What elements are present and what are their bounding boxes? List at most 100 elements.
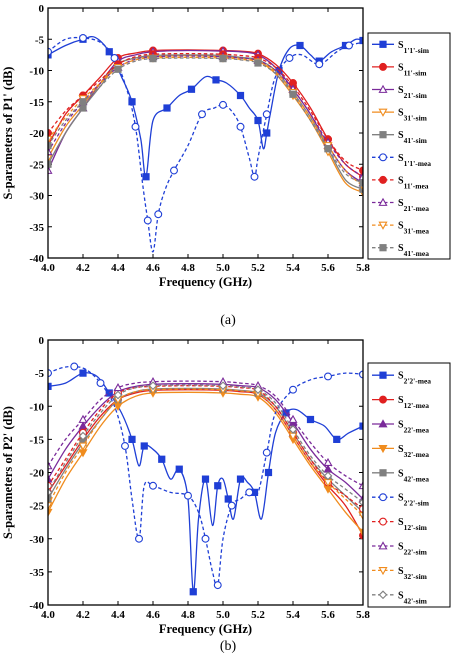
series-marker-0-5 (79, 34, 87, 42)
y-tick-label: -40 (29, 600, 44, 612)
series-marker-0-5 (285, 54, 294, 62)
series-marker-0-3 (48, 154, 53, 163)
x-axis-label: Frequency (GHz) (159, 275, 252, 289)
legend-swatch-marker (379, 244, 387, 252)
legend-swatch-marker (378, 541, 388, 550)
x-tick-label: 5.0 (216, 262, 230, 274)
x-axis-label: Frequency (GHz) (159, 622, 252, 636)
series-marker-1-5 (96, 379, 105, 388)
x-tick-label: 4.0 (41, 262, 55, 274)
plot-frame (47, 7, 364, 259)
y-tick-label: -15 (29, 97, 44, 109)
x-tick-label: 5.0 (216, 609, 230, 621)
series-marker-1-5 (245, 488, 254, 497)
legend-swatch-marker (379, 175, 387, 184)
x-tick-label: 4.4 (111, 609, 125, 621)
series-marker-1-9 (48, 487, 53, 497)
series-marker-0-5 (262, 110, 271, 119)
legend-label: S41'-sim (398, 130, 428, 145)
series-marker-0-7 (48, 147, 53, 156)
caption-b: (b) (220, 639, 237, 654)
legend-label: S12'-sim (398, 517, 428, 532)
series-marker-0-0 (263, 129, 271, 137)
series-marker-0-9 (149, 55, 157, 63)
series-marker-0-0 (359, 36, 363, 45)
series-marker-0-5 (154, 210, 163, 219)
series-marker-1-9 (148, 381, 158, 391)
series-marker-1-0 (306, 415, 315, 424)
series-marker-0-5 (198, 110, 206, 119)
y-axis-label: S-parameters of P1' (dB) (1, 67, 15, 200)
y-tick-label: -10 (29, 66, 44, 78)
series-marker-1-5 (135, 534, 143, 543)
series-marker-0-0 (105, 48, 113, 56)
series-marker-0-4 (79, 104, 87, 112)
series-marker-1-9 (288, 425, 298, 434)
legend-swatch-marker (378, 108, 388, 117)
series-marker-1-0 (48, 382, 52, 390)
series-line-1-9 (48, 384, 363, 503)
legend-swatch-marker (378, 444, 388, 454)
series-line-0-6 (48, 52, 363, 172)
legend-label: S41'-mea (398, 243, 429, 258)
series-marker-1-0 (158, 455, 166, 463)
series-marker-1-9 (358, 497, 363, 507)
y-tick-label: -35 (29, 222, 44, 234)
series-marker-1-7 (113, 382, 123, 392)
series-marker-1-5 (324, 372, 332, 381)
y-tick-label: -25 (29, 501, 44, 513)
series-marker-1-5 (227, 501, 236, 510)
series-marker-0-5 (219, 100, 227, 109)
y-tick-label: -5 (35, 34, 45, 46)
series-marker-1-0 (264, 468, 273, 477)
x-tick-label: 5.6 (321, 262, 335, 274)
legend-label: S31'-sim (398, 108, 428, 123)
series-line-1-8 (48, 388, 363, 517)
y-tick-label: -10 (29, 401, 44, 413)
series-marker-1-0 (201, 475, 210, 483)
series-marker-1-0 (333, 435, 341, 443)
y-tick-label: -15 (29, 434, 44, 446)
legend-box (367, 32, 451, 260)
x-tick-label: 4.6 (146, 262, 160, 274)
legend-label: S22'-sim (398, 542, 428, 557)
legend-swatch-marker (378, 221, 388, 230)
series-marker-0-5 (250, 172, 259, 181)
series-marker-0-9 (324, 145, 332, 153)
plot-frame (47, 339, 364, 606)
x-tick-label: 4.2 (76, 262, 90, 274)
series-marker-0-7 (358, 172, 363, 181)
series-marker-1-0 (79, 369, 87, 377)
series-marker-1-0 (140, 442, 148, 450)
legend-label: S2'2'-mea (398, 371, 431, 386)
legend-label: S42'-mea (398, 468, 429, 483)
legend-label: S31'-mea (398, 221, 429, 236)
legend-swatch-marker (378, 419, 388, 428)
series-marker-1-5 (184, 491, 192, 500)
series-marker-1-5 (289, 385, 297, 394)
series-marker-0-0 (296, 41, 304, 50)
legend-label: S11'-sim (398, 62, 427, 77)
series-marker-1-5 (213, 581, 222, 590)
series-marker-1-5 (149, 481, 157, 490)
series-marker-1-2 (48, 474, 53, 483)
x-tick-label: 4.4 (111, 262, 125, 274)
legend-label: S21'-mea (398, 198, 429, 213)
legend-swatch-marker (378, 590, 388, 600)
chart-panel-b: 4.0 4.2 4.4 4.6 4.8 5.0 5.2 5.4 5.6 5.8 0 -5 -10 -15 -… (1, 335, 451, 636)
y-tick-label: 0 (39, 3, 45, 15)
series-marker-1-7 (78, 414, 88, 423)
series-marker-1-5 (201, 534, 210, 543)
series-marker-0-0 (163, 104, 171, 112)
series-marker-0-9 (114, 65, 122, 73)
x-tick-label: 5.4 (286, 609, 300, 621)
legend-label: S32'-sim (398, 566, 428, 581)
series-marker-0-5 (110, 54, 119, 62)
series-marker-1-5 (70, 362, 79, 371)
chart-panel-a: 4.0 4.2 4.4 4.6 4.8 5.0 5.2 5.4 5.6 5.8 0 -5 -10 -15 -… (1, 3, 451, 289)
series-marker-0-9 (289, 90, 297, 98)
legend-swatch-marker (378, 566, 388, 576)
series-marker-0-8 (48, 135, 53, 144)
series-marker-0-0 (187, 85, 196, 93)
series-marker-0-9 (219, 55, 227, 63)
